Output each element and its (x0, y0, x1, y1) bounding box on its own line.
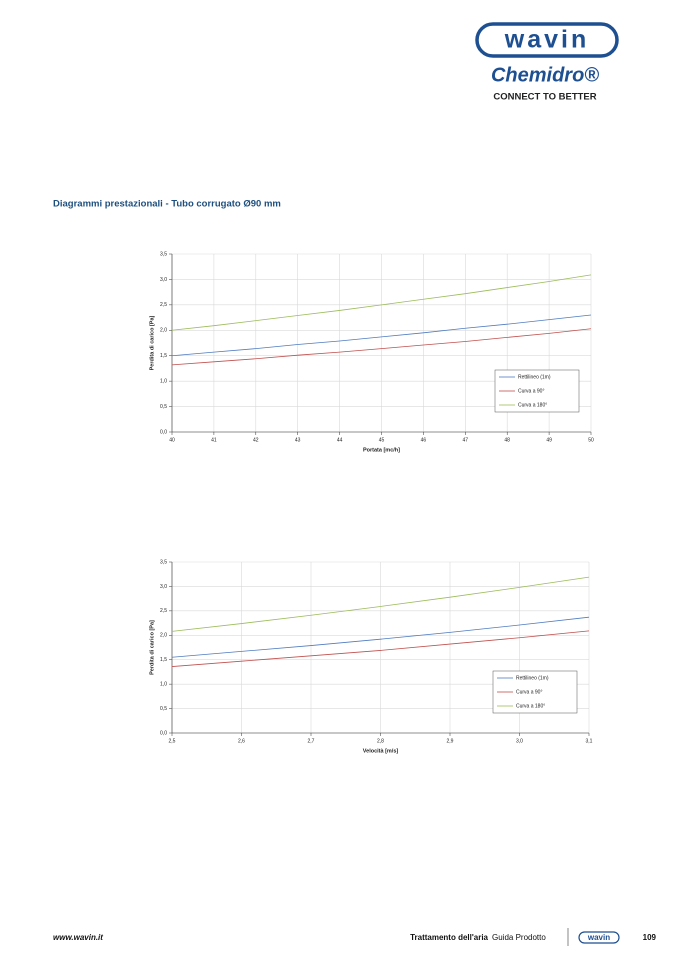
legend-label: Curva a 90° (516, 689, 542, 695)
y-tick-label: 3,0 (160, 277, 167, 283)
series-line (171, 274, 592, 331)
x-tick-label: 2,7 (308, 738, 315, 744)
x-tick-label: 50 (588, 437, 594, 443)
x-tick-label: 43 (295, 437, 301, 443)
x-tick-label: 46 (421, 437, 427, 443)
y-tick-label: 2,0 (160, 328, 167, 334)
legend-label: Curva a 180° (518, 402, 547, 408)
y-tick-label: 1,5 (160, 657, 167, 663)
y-tick-label: 1,5 (160, 353, 167, 359)
footer-subtitle: Guida Prodotto (492, 933, 546, 942)
sub-brand: Chemidro® (491, 64, 599, 86)
section-title: Diagrammi prestazionali - Tubo corrugato… (53, 199, 281, 210)
x-tick-label: 45 (379, 437, 385, 443)
series-line (171, 576, 590, 632)
x-tick-label: 40 (169, 437, 175, 443)
x-tick-label: 42 (253, 437, 259, 443)
page-number: 109 (643, 933, 657, 942)
series-line (171, 314, 592, 357)
y-tick-label: 1,0 (160, 378, 167, 384)
y-tick-label: 1,0 (160, 681, 167, 687)
brand: wavin (504, 26, 589, 54)
legend-label: Rettilineo (1m) (516, 675, 549, 681)
x-tick-label: 3,1 (586, 738, 593, 744)
x-tick-label: 2,6 (238, 738, 245, 744)
footer-title: Trattamento dell'aria (410, 933, 488, 942)
y-tick-label: 3,5 (160, 251, 167, 257)
x-axis-label: Velocità [m/s] (363, 748, 399, 754)
y-tick-label: 0,0 (160, 429, 167, 435)
series-line (171, 616, 590, 658)
brand-logo (475, 22, 619, 58)
y-tick-label: 0,5 (160, 404, 167, 410)
series-line (171, 630, 590, 667)
legend-label: Curva a 90° (518, 388, 544, 394)
series-line (171, 328, 592, 366)
charts: 0,0 0,5 1,0 1,5 2,0 2,5 3,0 3,5 40 41 42 43 44 45 46 47… (149, 251, 594, 754)
x-tick-label: 3,0 (516, 738, 523, 744)
footer-brand: wavin (587, 933, 610, 942)
y-tick-label: 2,5 (160, 302, 167, 308)
y-tick-label: 0,5 (160, 706, 167, 712)
x-tick-label: 41 (211, 437, 217, 443)
legend-label: Rettilineo (1m) (518, 374, 551, 380)
y-tick-label: 3,5 (160, 559, 167, 565)
x-tick-label: 2,5 (169, 738, 176, 744)
x-tick-label: 2,9 (447, 738, 454, 744)
y-tick-label: 2,5 (160, 608, 167, 614)
y-axis-label: Perdita di carico [Pa] (149, 315, 155, 370)
footer-url: www.wavin.it (53, 933, 103, 942)
y-tick-label: 3,0 (160, 584, 167, 590)
tagline: CONNECT TO BETTER (493, 92, 596, 103)
footer-logo (578, 931, 620, 944)
x-tick-label: 44 (337, 437, 343, 443)
y-tick-label: 2,0 (160, 633, 167, 639)
x-tick-label: 2,8 (377, 738, 384, 744)
x-axis-label: Portata [mc/h] (363, 447, 400, 453)
x-tick-label: 49 (546, 437, 552, 443)
legend-label: Curva a 180° (516, 703, 545, 709)
y-axis-label: Perdita di carico [Pa] (149, 620, 155, 675)
y-tick-label: 0,0 (160, 730, 167, 736)
x-tick-label: 47 (463, 437, 469, 443)
x-tick-label: 48 (504, 437, 510, 443)
